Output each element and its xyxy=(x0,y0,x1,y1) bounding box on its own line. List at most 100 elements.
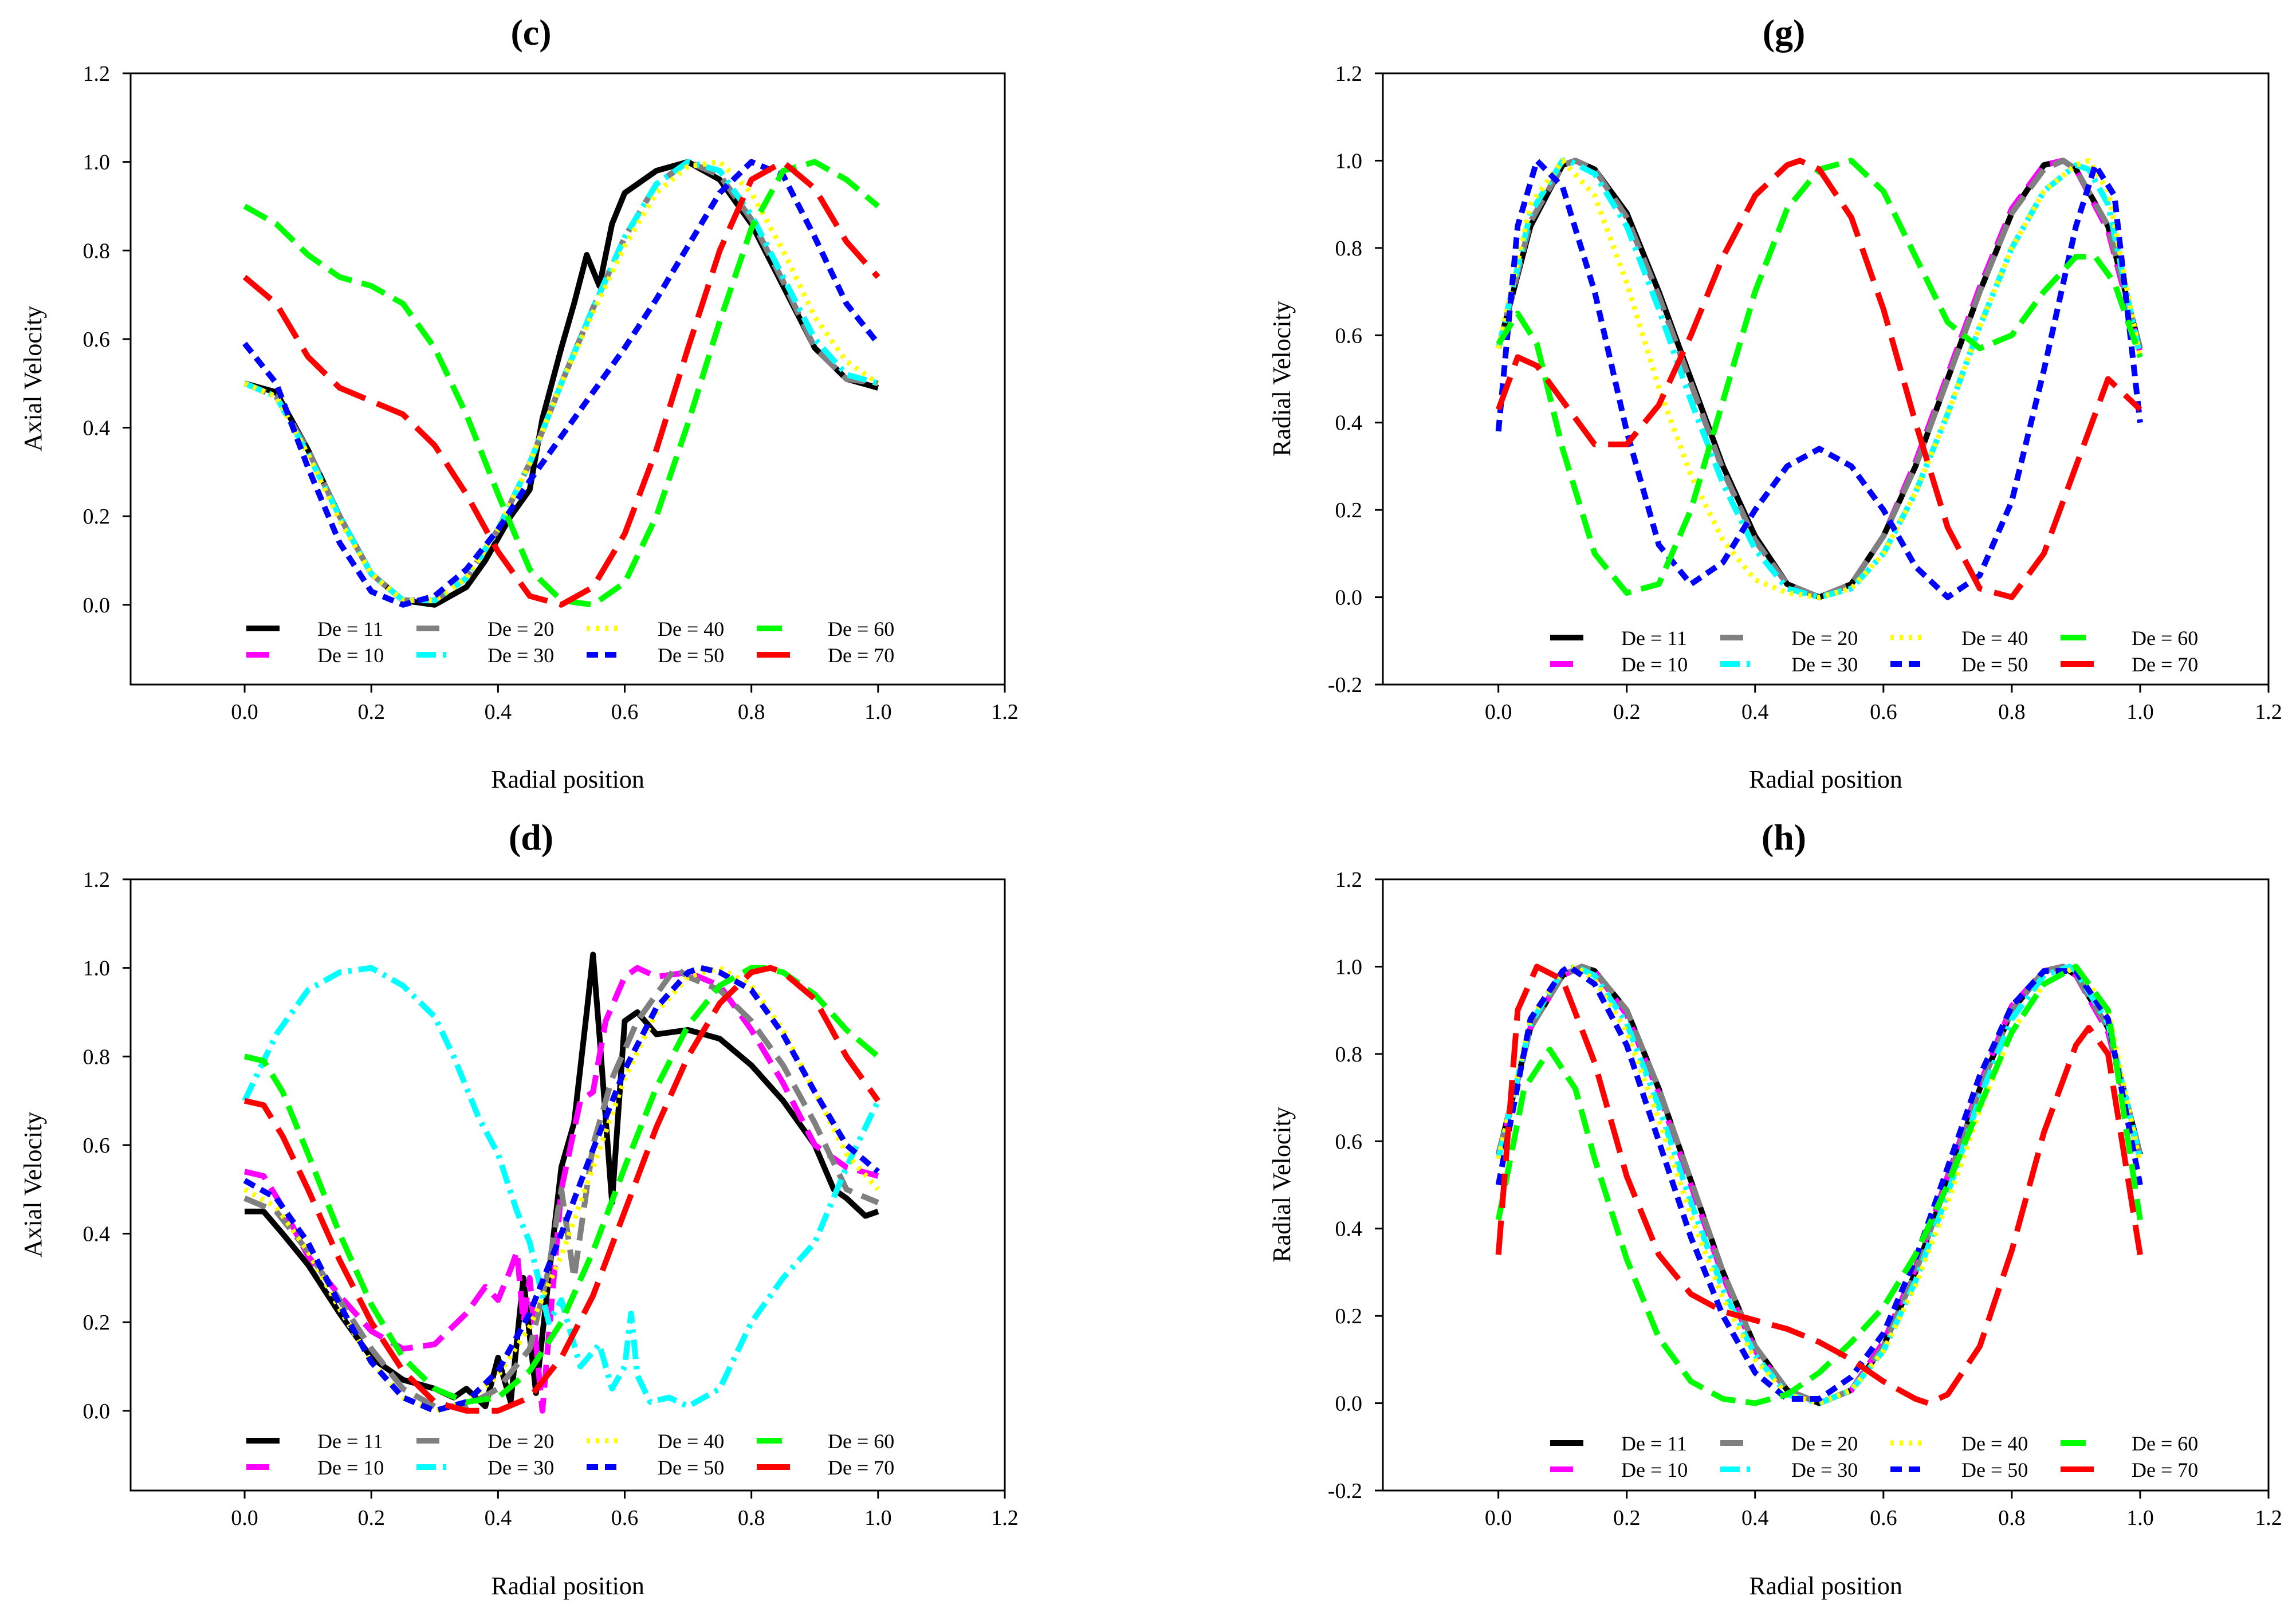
series-line-de11 xyxy=(1495,964,2143,1406)
series-line-de60 xyxy=(243,965,880,1405)
series-line-de30 xyxy=(242,965,881,1410)
legend-label: De = 70 xyxy=(828,1456,894,1479)
x-tick-label: 0.6 xyxy=(611,1506,639,1530)
series-line-de60 xyxy=(1495,964,2143,1406)
legend-label: De = 40 xyxy=(658,1430,724,1453)
legend-label: De = 20 xyxy=(1791,627,1858,650)
x-tick-label: 0.0 xyxy=(1485,700,1512,724)
y-tick-label: 0.0 xyxy=(83,1399,111,1424)
legend-label: De = 60 xyxy=(2132,1432,2198,1455)
y-tick-label: 0.4 xyxy=(83,416,111,441)
legend-label: De = 10 xyxy=(1621,1458,1688,1481)
y-tick-label: 0.6 xyxy=(1335,1130,1363,1154)
y-tick-label: 0.8 xyxy=(1335,237,1363,261)
series-line-de70 xyxy=(1495,964,2143,1406)
legend-label: De = 40 xyxy=(1961,627,2028,650)
x-tick-label: 0.0 xyxy=(1485,1506,1512,1530)
y-tick-label: 0.4 xyxy=(1335,411,1363,435)
chart-h: (h) 0.0 0.2 0.4 0.6 0.8 1.0 1.2 -0.2 0.0 0.2 0.4 0.… xyxy=(1268,817,2282,1600)
series-line-de70 xyxy=(243,965,880,1414)
series-line-de50 xyxy=(242,159,880,608)
x-tick-label: 0.4 xyxy=(485,1506,512,1530)
x-tick-label: 0.2 xyxy=(1613,700,1641,724)
y-tick-label: 1.0 xyxy=(83,151,111,175)
legend-label: De = 10 xyxy=(317,644,384,667)
y-axis-label: Radial Velocity xyxy=(1268,1107,1296,1263)
x-tick-label: 1.0 xyxy=(864,700,892,724)
y-tick-label: 0.0 xyxy=(83,593,111,618)
y-tick-label: 0.6 xyxy=(83,1134,111,1158)
y-tick-label: -0.2 xyxy=(1328,1479,1362,1503)
plot-frame xyxy=(129,72,1006,686)
y-tick-label: 1.2 xyxy=(1335,868,1363,892)
legend-label: De = 30 xyxy=(1791,1458,1858,1481)
y-tick-label: 0.4 xyxy=(83,1222,111,1246)
legend-label: De = 60 xyxy=(828,1430,894,1453)
legend-label: De = 11 xyxy=(1621,627,1687,650)
plot-frame xyxy=(1382,878,2270,1492)
series-line-de40 xyxy=(1496,964,2143,1406)
x-axis-label: Radial position xyxy=(491,765,644,793)
chart-title: (c) xyxy=(510,12,551,53)
x-tick-label: 0.8 xyxy=(1998,1506,2026,1530)
legend-label: De = 10 xyxy=(317,1456,384,1479)
series-line-de60 xyxy=(1496,158,2143,596)
y-axis-label: Axial Velocity xyxy=(19,306,47,452)
x-tick-label: 1.2 xyxy=(991,1506,1019,1530)
x-tick-label: 0.6 xyxy=(1870,1506,1897,1530)
series-line-de70 xyxy=(1496,158,2142,600)
series-line-de40 xyxy=(1496,158,2143,600)
y-axis-label: Axial Velocity xyxy=(19,1112,47,1258)
chart-title: (h) xyxy=(1762,817,1806,858)
legend-label: De = 20 xyxy=(487,1430,554,1453)
y-tick-label: 0.8 xyxy=(1335,1043,1363,1067)
series-line-de20 xyxy=(1495,964,2143,1406)
y-tick-label: 0.2 xyxy=(1335,1304,1363,1328)
chart-title: (g) xyxy=(1763,12,1806,53)
y-axis-label: Radial Velocity xyxy=(1268,301,1296,457)
legend-label: De = 20 xyxy=(1791,1432,1858,1455)
x-tick-label: 1.0 xyxy=(864,1506,892,1530)
plot-frame xyxy=(1382,72,2270,686)
x-axis-label: Radial position xyxy=(1749,765,1902,793)
legend-label: De = 50 xyxy=(658,1456,724,1479)
x-tick-label: 0.8 xyxy=(738,700,765,724)
series-line-de11 xyxy=(245,951,879,1410)
x-tick-label: 0.4 xyxy=(1741,1506,1769,1530)
legend-label: De = 70 xyxy=(2132,653,2198,676)
legend-label: De = 30 xyxy=(487,644,554,667)
y-tick-label: 0.0 xyxy=(1335,586,1363,610)
y-tick-label: 1.0 xyxy=(1335,149,1363,173)
y-tick-label: 0.2 xyxy=(1335,498,1363,522)
x-tick-label: 0.0 xyxy=(231,700,258,724)
legend-label: De = 50 xyxy=(658,644,724,667)
chart-c: (c) 0.0 0.2 0.4 0.6 0.8 1.0 1.2 0.0 0.2 0.4 0.6 0.8… xyxy=(19,12,1019,793)
series-line-de10 xyxy=(1495,158,2143,600)
y-tick-label: 0.2 xyxy=(83,505,111,529)
y-tick-label: 1.2 xyxy=(83,868,111,892)
series-line-de30 xyxy=(1495,158,2143,600)
x-tick-label: 0.6 xyxy=(1870,700,1897,724)
legend-label: De = 70 xyxy=(828,644,894,667)
series-line-de50 xyxy=(1495,964,2143,1402)
y-tick-label: 0.4 xyxy=(1335,1217,1363,1241)
series-line-de60 xyxy=(243,159,880,608)
x-tick-label: 0.8 xyxy=(1998,700,2026,724)
legend-label: De = 50 xyxy=(1961,653,2028,676)
legend-label: De = 30 xyxy=(1791,653,1858,676)
x-tick-label: 0.2 xyxy=(357,700,385,724)
legend-label: De = 40 xyxy=(658,618,724,640)
series-line-de70 xyxy=(242,159,880,608)
y-tick-label: 0.2 xyxy=(83,1311,111,1335)
series-line-de20 xyxy=(1495,158,2143,600)
series-line-de20 xyxy=(243,965,879,1410)
panel-g: (g) 0.0 0.2 0.4 0.6 0.8 1.0 1.2 -0.2 0.0 0.2 0.4 0.… xyxy=(1148,0,2296,811)
x-tick-label: 0.4 xyxy=(1741,700,1769,724)
legend-label: De = 30 xyxy=(487,1456,554,1479)
x-tick-label: 1.0 xyxy=(2126,700,2154,724)
legend-label: De = 20 xyxy=(487,618,554,640)
y-tick-label: 1.0 xyxy=(83,957,111,981)
x-tick-label: 0.6 xyxy=(611,700,639,724)
series-line-de50 xyxy=(243,965,880,1414)
series-line-de40 xyxy=(243,159,880,603)
